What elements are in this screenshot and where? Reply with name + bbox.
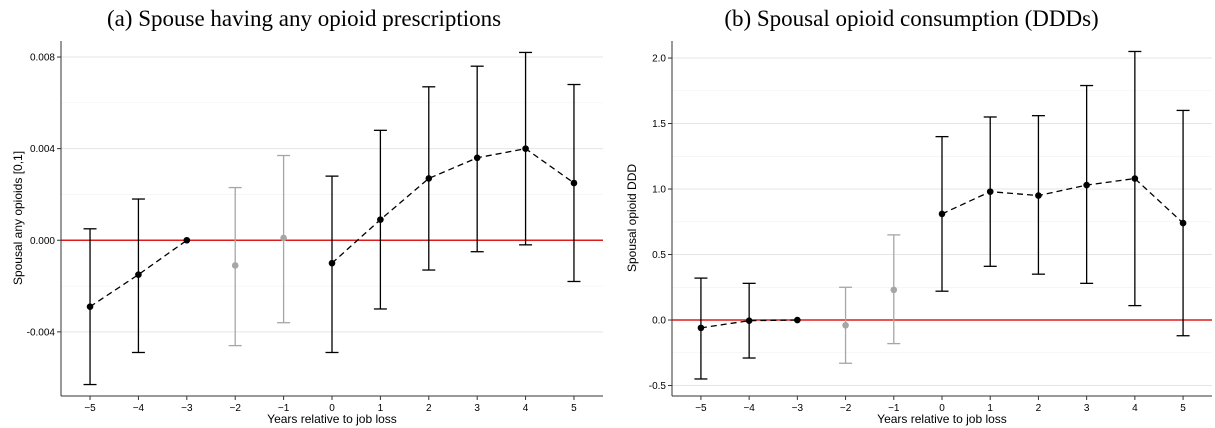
panel-b-y-axis-label: Spousal opioid DDD — [625, 164, 639, 272]
panel-a-data-point — [377, 216, 384, 223]
panel-a-x-tick-label: −4 — [133, 403, 145, 414]
panel-b-data-point — [1131, 175, 1139, 182]
panel-a-data-point — [231, 262, 239, 269]
panel-a-data-point — [183, 236, 191, 244]
panel-b-data-point — [745, 317, 753, 324]
panel-a-x-tick-label: −1 — [278, 403, 290, 414]
panel-b-x-tick-label: −2 — [840, 403, 852, 414]
panel-b-data-point — [986, 188, 994, 195]
panel-a-x-tick-label: −2 — [230, 403, 242, 414]
panel-a-data-point — [86, 303, 94, 310]
panel-a-x-tick-label: 3 — [474, 403, 480, 414]
panel-b-y-tick-label: 0.5 — [652, 250, 666, 261]
panel-b-x-tick-label: −1 — [888, 403, 900, 414]
panel-b-y-tick-label: -0.5 — [649, 381, 667, 392]
panel-b-x-axis-label: Years relative to job loss — [877, 412, 1007, 426]
panel-a-x-tick-label: −5 — [84, 403, 96, 414]
panel-b-x-tick-label: 2 — [1036, 403, 1042, 414]
panel-a-y-axis-label: Spousal any opioids [0,1] — [11, 151, 25, 285]
panel-b-x-tick-label: 5 — [1180, 403, 1186, 414]
panel-b-x-tick-label: −3 — [792, 403, 804, 414]
panel-a-x-axis-label: Years relative to job loss — [267, 412, 397, 426]
panel-b-y-tick-label: 1.5 — [652, 119, 666, 130]
panel-a-x-tick-label: −3 — [181, 403, 193, 414]
panel-a-data-point — [328, 259, 336, 267]
panel-b-y-tick-label: 1.0 — [652, 185, 666, 196]
panel-a-y-tick-label: 0.000 — [30, 236, 55, 247]
panel-b-plot-group: -0.5 0.0 0.5 1.0 1.5 2.0 −5 −4 −3 −2 −1 0 1 2 3 4 5 Years… — [625, 41, 1212, 426]
panel-b-dashed-series-line — [941, 177, 1184, 224]
panel-b-data-point — [938, 210, 946, 218]
panel-a-data-point — [473, 154, 481, 162]
panel-a-x-tick-label: 4 — [523, 403, 529, 414]
panel-b-data-point — [1035, 192, 1042, 199]
panel-b-data-point — [794, 316, 801, 324]
panel-b-dashed-series-line — [700, 319, 798, 329]
panel-a-data-point — [425, 175, 433, 182]
panel-a-y-tick-label: -0.004 — [27, 327, 56, 338]
panel-a-x-tick-label: 1 — [378, 403, 384, 414]
panel-b-data-point — [890, 286, 898, 294]
panel-b-data-point — [842, 321, 849, 329]
panel-b-x-tick-label: 4 — [1132, 403, 1138, 414]
panel-a-x-tick-label: 0 — [329, 403, 335, 414]
panel-a-y-tick-label: 0.008 — [30, 53, 55, 64]
panel-b-x-tick-label: 0 — [939, 403, 945, 414]
panel-b-x-tick-label: 1 — [987, 403, 993, 414]
panel-a-x-tick-label: 2 — [426, 403, 432, 414]
panel-a-data-point — [135, 271, 142, 278]
panel-b-y-tick-label: 0.0 — [652, 316, 666, 327]
panel-a-plot-group: -0.004 0.000 0.004 0.008 −5 −4 −3 −2 −1 0 1 2 3 4 5 Yea… — [11, 41, 603, 426]
panel-b-x-tick-label: −5 — [695, 403, 707, 414]
panel-a-title: (a) Spouse having any opioid prescriptio… — [106, 6, 502, 31]
panel-b-y-tick-label: 2.0 — [652, 54, 666, 65]
panel-a-y-tick-label: 0.004 — [30, 144, 55, 155]
panel-a-dashed-series-line — [331, 147, 575, 264]
panel-b-x-tick-label: 3 — [1084, 403, 1090, 414]
panel-a-data-point — [522, 145, 529, 152]
panel-b-data-point — [697, 324, 705, 332]
panel-a-data-point — [280, 234, 287, 242]
panel-b-title: (b) Spousal opioid consumption (DDDs) — [724, 6, 1099, 31]
panel-b-x-tick-label: −4 — [743, 403, 755, 414]
panel-b-data-point — [1179, 219, 1187, 227]
panel-a-x-tick-label: 5 — [571, 403, 577, 414]
panel-a-data-point — [570, 179, 578, 187]
panel-b-data-point — [1083, 181, 1090, 189]
